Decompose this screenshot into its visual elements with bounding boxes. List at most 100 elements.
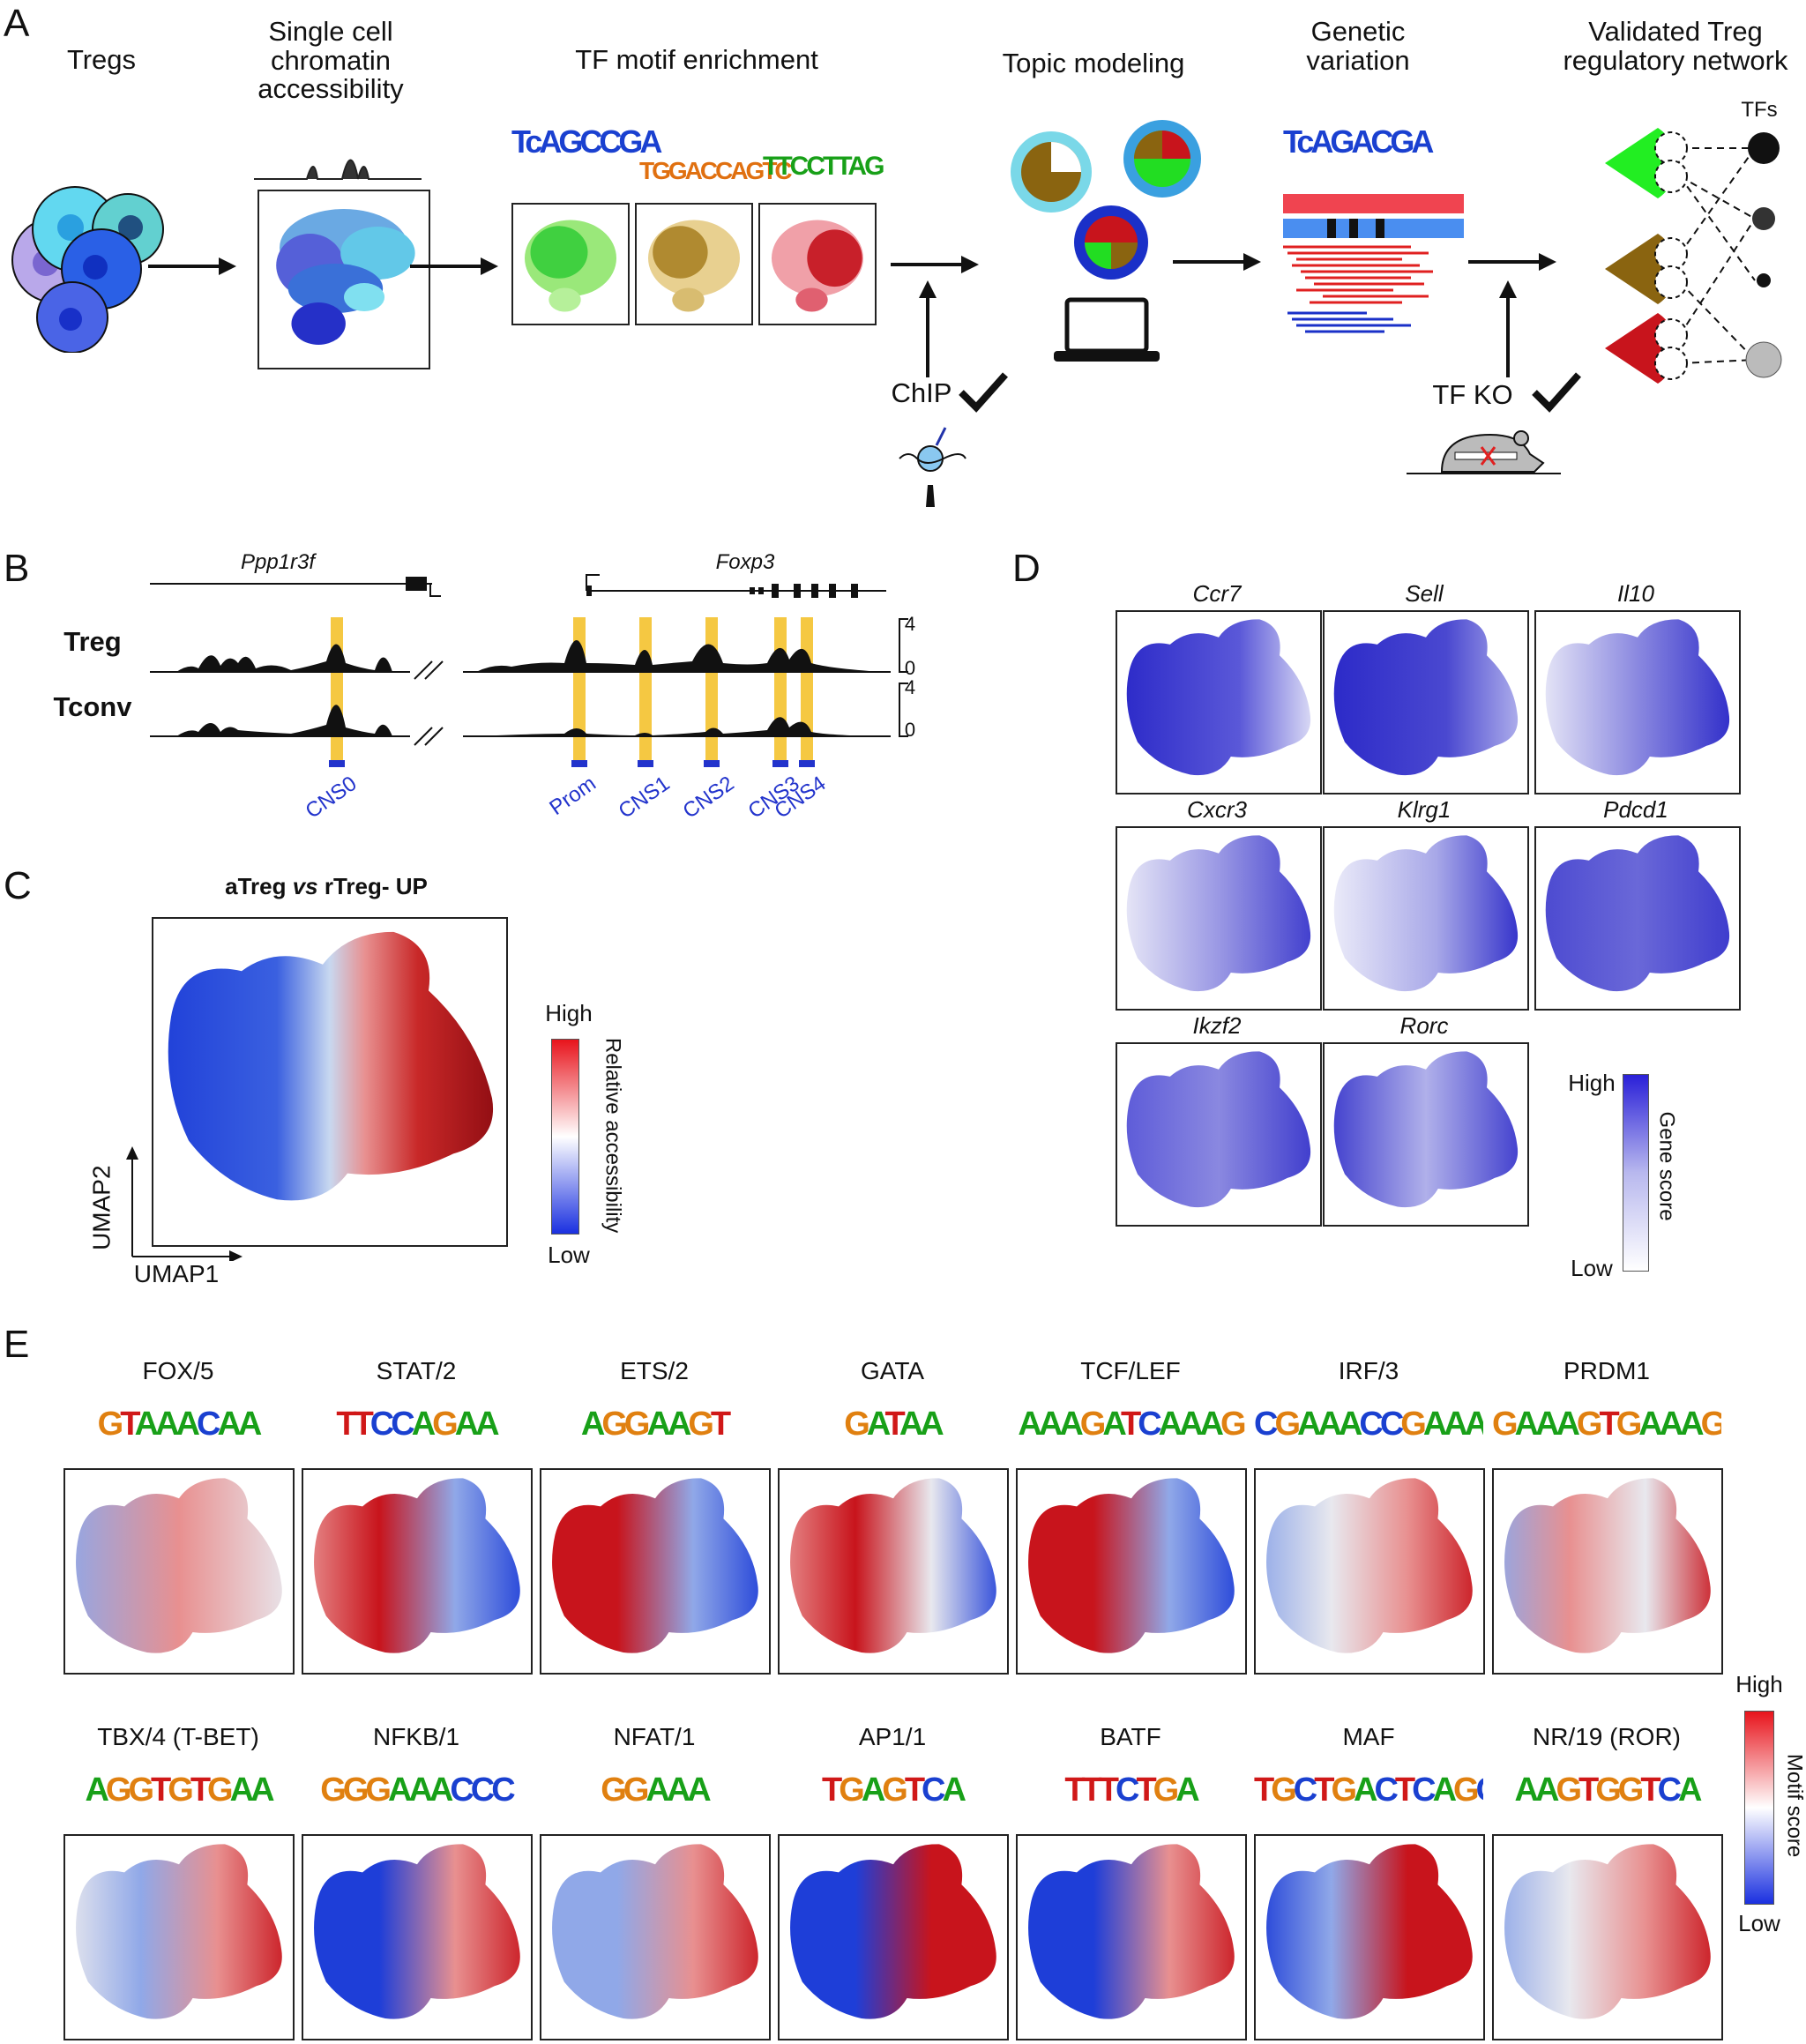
genetic-motif-logo: TcAGACGA <box>1283 123 1434 160</box>
up-arrow-icon <box>1499 280 1517 377</box>
arrow-icon <box>1468 253 1556 271</box>
motif-umap-nr-19-ror <box>1492 1834 1723 2040</box>
legend-high-e: High <box>1735 1671 1783 1697</box>
motif-umap-batf-logo: TTTCTGA <box>1016 1764 1245 1816</box>
motif-umap-ets-2-title: ETS/2 <box>620 1357 689 1384</box>
motif-umap-batf-plot <box>1028 1844 1235 2019</box>
track-label-treg: Treg <box>63 626 122 657</box>
motif-umap-ets-2 <box>540 1468 771 1675</box>
step-tregs-label: Tregs <box>66 44 137 75</box>
gene-umap-cxcr3-plot <box>1126 835 1311 992</box>
gene-umap-sell <box>1323 610 1529 794</box>
motif-logo-3: TTCCTTAG <box>763 152 884 181</box>
motif-umap-batf-logo-text: TTTCTGA <box>1064 1772 1199 1809</box>
motif-umap-batf-title: BATF <box>1100 1723 1161 1750</box>
legend-high-c: High <box>545 1000 593 1026</box>
legend-low-d: Low <box>1571 1255 1613 1281</box>
arrow-icon <box>148 257 236 275</box>
motif-umap-brown-plot <box>648 220 740 312</box>
arrow-icon <box>891 256 979 273</box>
gene-umap-klrg1-plot <box>1333 835 1519 992</box>
tfs-label: TFs <box>1741 98 1778 122</box>
motif-umap-nfat-1-logo: GGAAA <box>540 1764 769 1816</box>
colorbar-d <box>1623 1074 1649 1272</box>
step-scatac-label: Single cell chromatin accessibility <box>257 16 404 105</box>
motif-umap-ap1-1-logo: TGAGTCA <box>778 1764 1007 1816</box>
motif-umap-tcf-lef <box>1016 1468 1247 1675</box>
motif-umap-tcf-lef-plot <box>1028 1478 1235 1653</box>
motif-umap-green-plot <box>525 220 616 312</box>
track-label-tconv: Tconv <box>53 691 132 722</box>
title-suffix: rTreg- UP <box>317 873 428 899</box>
colorbar-e <box>1744 1711 1774 1905</box>
motif-umap-batf <box>1016 1834 1247 2040</box>
motif-umap-gata-logo: GATAA <box>778 1398 1007 1451</box>
motif-umap-tbx-4-t-bet-plot <box>76 1844 282 2019</box>
gene-umap-ccr7 <box>1116 610 1322 794</box>
motif-umap-brown <box>635 203 753 325</box>
laptop-icon <box>1054 297 1160 362</box>
motif-umap-maf <box>1254 1834 1485 2040</box>
motif-umap-gata-logo-text: GATAA <box>844 1406 944 1443</box>
mouse-icon <box>1407 430 1561 474</box>
treg-cells-illustration <box>11 186 164 353</box>
gene-umap-ikzf2-plot <box>1126 1051 1311 1208</box>
step-motif-label: TF motif enrichment <box>575 44 818 75</box>
motif-umap-nfkb-1-logo-text: GGGAAACCC <box>320 1772 515 1809</box>
gene-umap-sell-plot <box>1333 619 1519 776</box>
motif-umap-ap1-1-title: AP1/1 <box>858 1723 927 1750</box>
panel-c-title: aTreg vs rTreg- UP <box>150 873 503 899</box>
motif-umap-irf-3-logo: CGAAACCGAAACT <box>1254 1398 1483 1451</box>
motif-umap-stat-2-logo-text: TTCCAGAA <box>336 1406 499 1443</box>
motif-logo-2: TGGACCAGTC <box>639 157 793 184</box>
gene-umap-rorc-plot <box>1333 1051 1519 1208</box>
legend-low-e: Low <box>1738 1910 1780 1936</box>
panel-letter-d: D <box>1012 547 1041 590</box>
motif-umap-stat-2-logo: TTCCAGAA <box>302 1398 531 1451</box>
motif-umap-tbx-4-t-bet-logo-text: AGGTGTGAA <box>85 1772 274 1809</box>
motif-umap-tcf-lef-logo: AAAGATCAAAG <box>1016 1398 1245 1451</box>
gene-umap-ikzf2 <box>1116 1042 1322 1227</box>
legend-title-d: Gene score <box>1654 1111 1679 1221</box>
panel-letter-b: B <box>4 547 30 590</box>
legend-low-c: Low <box>548 1242 590 1268</box>
motif-umap-irf-3 <box>1254 1468 1485 1675</box>
motif-umap-nr-19-ror-logo: AAGTGGTCA <box>1492 1764 1721 1816</box>
region-label-prom: Prom <box>545 772 601 821</box>
motif-umap-irf-3-plot <box>1266 1478 1473 1653</box>
step-genetic-label: Genetic variation <box>1306 16 1410 76</box>
motif-umap-red <box>758 203 877 325</box>
region-label-cns2: CNS2 <box>678 772 739 824</box>
arrow-icon <box>410 257 498 275</box>
step-network-label: Validated Treg regulatory network <box>1563 16 1788 76</box>
scatac-umap-plot <box>276 209 415 345</box>
check-icon <box>959 372 1008 413</box>
motif-umap-nfkb-1-title: NFKB/1 <box>372 1723 460 1750</box>
gene-umap-cxcr3-title: Cxcr3 <box>1187 796 1247 823</box>
motif-umap-gata <box>778 1468 1009 1675</box>
motif-umap-nfkb-1-plot <box>314 1844 520 2019</box>
motif-umap-maf-title: MAF <box>1342 1723 1395 1750</box>
gene-umap-ccr7-title: Ccr7 <box>1192 580 1242 607</box>
motif-umap-tcf-lef-title: TCF/LEF <box>1080 1357 1181 1384</box>
motif-umap-nr-19-ror-plot <box>1504 1844 1711 2019</box>
motif-umap-nr-19-ror-logo-text: AAGTGGTCA <box>1514 1772 1703 1809</box>
motif-umap-prdm1 <box>1492 1468 1723 1675</box>
motif-umap-ap1-1-logo-text: TGAGTCA <box>822 1772 966 1809</box>
umap-axes-arrows <box>126 1146 243 1261</box>
scale-min-tconv: 0 <box>904 719 916 741</box>
gene-umap-cxcr3 <box>1116 826 1322 1011</box>
gene-umap-ikzf2-title: Ikzf2 <box>1192 1012 1242 1039</box>
gene-umap-klrg1-title: Klrg1 <box>1397 796 1452 823</box>
umap1-axis-label: UMAP1 <box>133 1260 220 1287</box>
genetic-variation-illustration <box>1283 194 1464 333</box>
motif-umap-irf-3-title: IRF/3 <box>1338 1357 1399 1384</box>
gene-umap-il10-plot <box>1545 619 1730 776</box>
motif-umap-prdm1-title: PRDM1 <box>1563 1357 1650 1384</box>
motif-umap-stat-2-plot <box>314 1478 520 1653</box>
legend-title-e: Motif score <box>1782 1753 1806 1858</box>
legend-high-d: High <box>1568 1070 1616 1096</box>
motif-umap-ap1-1-plot <box>790 1844 996 2019</box>
motif-umap-ets-2-plot <box>552 1478 758 1653</box>
